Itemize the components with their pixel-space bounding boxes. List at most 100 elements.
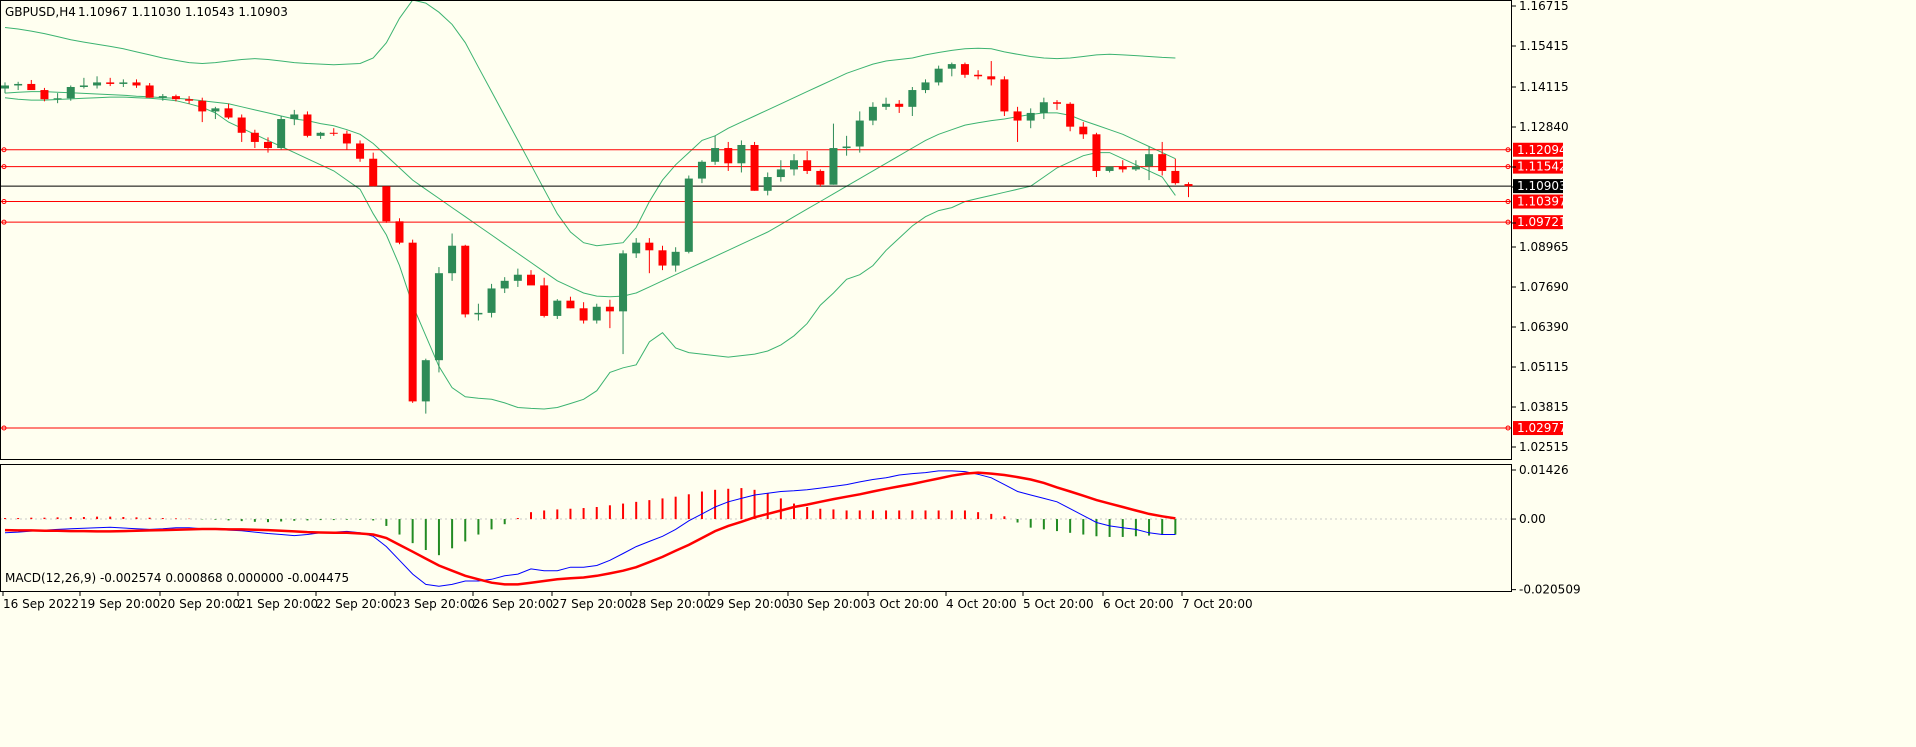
candle-body — [224, 108, 233, 118]
candle-body — [645, 242, 654, 251]
candle-body — [527, 274, 535, 286]
price-axis-label: 1.12840 — [1519, 120, 1569, 134]
time-axis-label: 4 Oct 20:00 — [946, 597, 1017, 611]
time-axis-label: 29 Sep 20:00 — [709, 597, 789, 611]
level-right-marker — [1505, 147, 1511, 153]
level-right-marker — [1505, 164, 1511, 170]
level-price-tag — [1513, 421, 1563, 436]
time-axis-label: 21 Sep 20:00 — [238, 597, 318, 611]
candle-body — [540, 285, 549, 316]
candle-body — [842, 146, 851, 149]
candle-body — [868, 106, 877, 121]
candle-body — [356, 143, 365, 159]
candle-body — [237, 117, 246, 133]
candle-body — [303, 114, 312, 136]
bollinger-middle-line — [4, 91, 1176, 298]
candle-body — [211, 108, 220, 112]
time-axis-label: 3 Oct 20:00 — [868, 597, 939, 611]
current-price-tag-label: 1.10903 — [1517, 179, 1567, 193]
candle-body — [382, 186, 391, 222]
main-frame — [0, 0, 1512, 460]
ohlc-label: 1.10967 1.11030 1.10543 1.10903 — [78, 5, 288, 19]
candle-body — [1053, 102, 1061, 104]
time-axis-label: 30 Sep 20:00 — [788, 597, 868, 611]
time-axis-label: 23 Sep 20:00 — [395, 597, 475, 611]
candle-body — [632, 242, 641, 254]
price-axis-label: 1.07690 — [1519, 280, 1569, 294]
candle-body — [697, 161, 706, 179]
candle-body — [14, 83, 23, 86]
candle-body — [790, 160, 798, 170]
candle-body — [1105, 166, 1114, 171]
candle-body — [1, 85, 9, 89]
candle-body — [434, 273, 443, 361]
candle-body — [145, 85, 154, 98]
candle-body — [974, 74, 983, 77]
candle-body — [684, 178, 693, 252]
candle-body — [395, 221, 404, 243]
level-price-tag — [1513, 194, 1563, 209]
time-axis-label: 6 Oct 20:00 — [1103, 597, 1174, 611]
price-axis-label: 1.02515 — [1519, 440, 1569, 454]
candle-body — [66, 86, 75, 99]
candle-body — [658, 250, 667, 266]
level-left-marker — [1, 147, 7, 153]
candle-body — [1000, 79, 1009, 112]
level-left-marker — [1, 219, 7, 225]
candle-body — [132, 82, 141, 86]
macd-axis-label: 0.01426 — [1519, 463, 1569, 477]
candle-body — [500, 280, 509, 289]
candle-body — [711, 148, 720, 162]
candle-body — [250, 132, 259, 142]
candle-body — [750, 144, 759, 191]
candle-body — [829, 148, 838, 185]
macd-axis-label: -0.020509 — [1519, 583, 1581, 597]
candle-body — [421, 360, 430, 402]
candle-body — [290, 114, 299, 120]
candle-body — [1013, 111, 1022, 121]
price-axis-label: 1.03815 — [1519, 400, 1569, 414]
candle-body — [342, 133, 351, 144]
level-right-marker — [1505, 199, 1511, 205]
candle-body — [553, 300, 562, 316]
candle-body — [776, 169, 785, 178]
macd-panel[interactable] — [0, 470, 1512, 587]
candle-body — [329, 132, 338, 134]
candle-body — [895, 103, 904, 107]
candle-body — [605, 306, 614, 312]
price-axis-label: 1.08965 — [1519, 240, 1569, 254]
candle-body — [1184, 184, 1193, 187]
candle-body — [1092, 134, 1101, 171]
candle-body — [277, 119, 286, 149]
candle-body — [106, 82, 115, 84]
level-price-tag-label: 1.10397 — [1517, 195, 1567, 209]
candle-body — [1066, 103, 1075, 127]
candle-body — [448, 245, 457, 274]
level-price-tag — [1513, 142, 1563, 157]
candle-body — [185, 99, 194, 101]
candle-body — [934, 68, 943, 83]
candle-body — [671, 251, 680, 266]
macd-frame — [0, 464, 1512, 592]
time-axis-label: 27 Sep 20:00 — [552, 597, 632, 611]
macd-axis-label: 0.00 — [1519, 512, 1546, 526]
main-panel[interactable] — [0, 0, 1512, 431]
level-right-marker — [1505, 425, 1511, 431]
price-axis-label: 1.16715 — [1519, 0, 1569, 13]
candle-body — [1079, 126, 1088, 135]
candle-body — [619, 253, 628, 312]
candle-body — [987, 76, 996, 80]
candle-body — [1131, 166, 1140, 170]
current-price-tag — [1513, 179, 1563, 194]
candle-body — [198, 100, 207, 112]
time-axis-label: 22 Sep 20:00 — [316, 597, 396, 611]
symbol-label: GBPUSD,H4 — [5, 5, 76, 19]
price-axis-label: 1.14115 — [1519, 80, 1569, 94]
time-axis-label: 26 Sep 20:00 — [473, 597, 553, 611]
candle-body — [119, 82, 128, 84]
candle-body — [908, 90, 917, 107]
candle-body — [566, 300, 575, 309]
candle-body — [882, 103, 891, 107]
candle-body — [474, 312, 483, 315]
